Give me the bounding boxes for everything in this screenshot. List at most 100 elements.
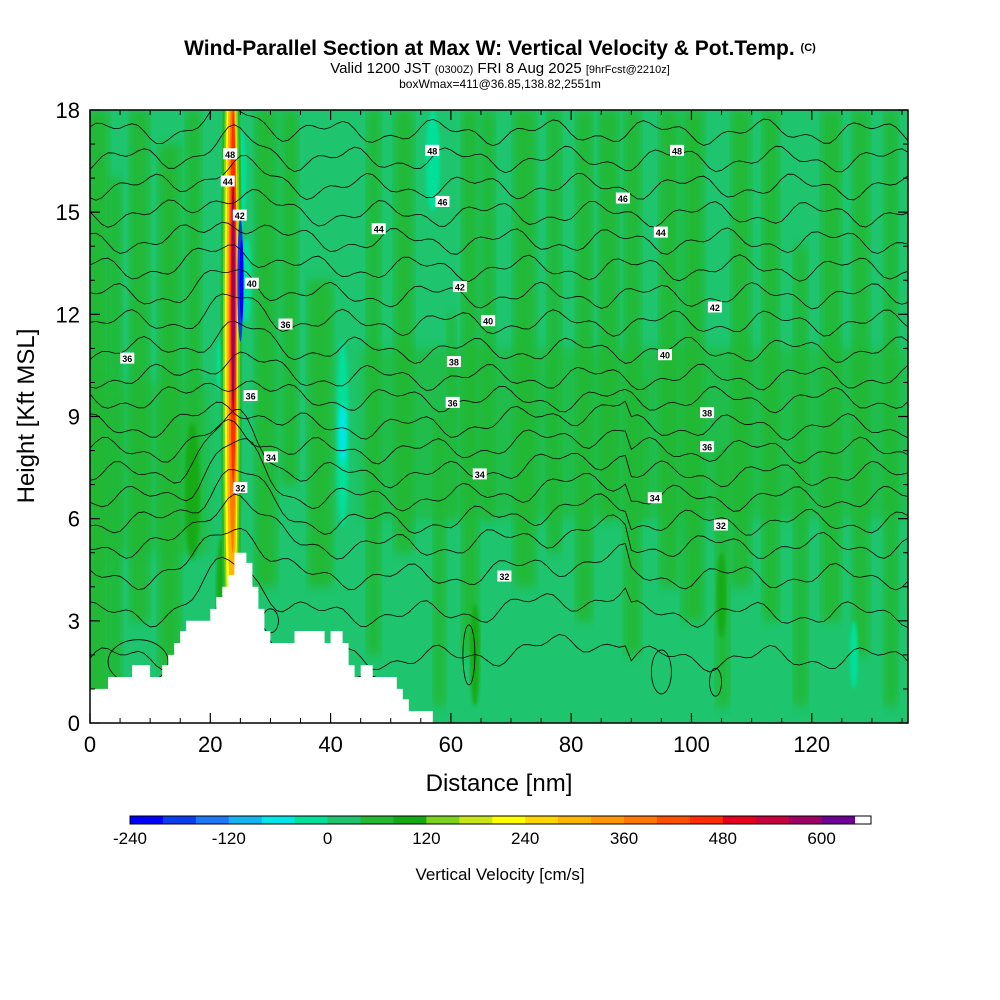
theta-contours (90, 110, 908, 697)
valid-date: FRI 8 Aug 2025 (477, 60, 582, 77)
box-info: boxWmax=411@36.85,138.82,2551m (399, 77, 601, 91)
svg-text:48: 48 (672, 146, 682, 156)
svg-text:34: 34 (475, 470, 485, 480)
colorbar-swatch (788, 816, 823, 824)
colorbar-tick-label: -240 (113, 829, 147, 848)
theta-contour-line (90, 400, 908, 441)
svg-text:36: 36 (246, 392, 256, 402)
y-tick-label: 3 (68, 609, 80, 634)
theta-contour-label: 44 (653, 226, 668, 238)
y-tick-label: 12 (56, 302, 80, 327)
svg-text:32: 32 (716, 521, 726, 531)
theta-contour-line (90, 438, 908, 512)
colorbar-swatch (426, 816, 460, 824)
colorbar-swatch (261, 816, 296, 824)
y-tick-label: 15 (56, 200, 80, 225)
valid-utc: (0300Z) (434, 64, 474, 76)
chart-subtitle: Valid 1200 JST (0300Z) FRI 8 Aug 2025 [9… (0, 61, 1000, 78)
title-block: Wind-Parallel Section at Max W: Vertical… (0, 36, 1000, 91)
y-tick-label: 18 (56, 98, 80, 123)
x-tick-label: 120 (793, 732, 830, 757)
theta-contour-label: 34 (264, 451, 279, 463)
colorbar-swatch (558, 816, 592, 824)
svg-text:40: 40 (660, 351, 670, 361)
colorbar-swatch (459, 816, 493, 824)
theta-contour-line (90, 380, 908, 414)
theta-contour-line (90, 244, 908, 283)
svg-text:34: 34 (266, 453, 276, 463)
colorbar-swatch (162, 816, 197, 824)
colorbar-swatch (195, 816, 230, 824)
svg-text:32: 32 (235, 484, 245, 494)
colorbar-swatch (492, 816, 526, 824)
svg-text:38: 38 (449, 358, 459, 368)
terrain (90, 552, 908, 723)
theta-contour-label: 46 (615, 192, 630, 204)
svg-text:44: 44 (223, 177, 233, 187)
svg-text:48: 48 (225, 150, 235, 160)
theta-contour-label: 40 (658, 349, 673, 361)
theta-contour-line (90, 556, 908, 628)
theta-contour-label: 36 (120, 352, 135, 364)
colorbar-swatch (591, 816, 625, 824)
svg-text:42: 42 (710, 303, 720, 313)
theta-contour-label: 44 (220, 175, 235, 187)
colorbar-swatch (821, 816, 856, 824)
svg-text:38: 38 (702, 409, 712, 419)
theta-contour-label: 42 (707, 301, 722, 313)
theta-contour-label: 32 (233, 482, 248, 494)
theta-contour-labels: 48 44 42 40 36 36 34 32 36 48 46 44 42 40 38 36 34 32 48 46… (120, 144, 728, 582)
forecast-info: [9hrFcst@2210z] (585, 64, 670, 76)
theta-contour-label: 46 (435, 195, 450, 207)
theta-contour-line (90, 110, 908, 147)
theta-contour-line (90, 351, 908, 392)
theta-contour-label: 36 (278, 318, 293, 330)
svg-text:36: 36 (280, 320, 290, 330)
svg-text:44: 44 (656, 228, 666, 238)
theta-contour-label: 48 (223, 148, 238, 160)
colorbar-swatch (130, 816, 164, 824)
plot-area: 48 44 42 40 36 36 34 32 36 48 46 44 42 40 38 36 34 32 48 46… (90, 110, 908, 723)
svg-text:44: 44 (374, 225, 384, 235)
y-tick-label: 6 (68, 507, 80, 532)
svg-text:42: 42 (235, 211, 245, 221)
y-tick-label: 0 (68, 711, 80, 736)
colorbar-title: Vertical Velocity [cm/s] (415, 865, 584, 884)
x-axis-title: Distance [nm] (426, 770, 573, 797)
x-tick-label: 20 (198, 732, 222, 757)
theta-contour-label: 34 (472, 468, 487, 480)
theta-contour-label: 48 (425, 144, 440, 156)
theta-contour-label: 38 (700, 407, 715, 419)
theta-contour-line (90, 268, 908, 310)
theta-contour-line (90, 527, 908, 591)
x-tick-label: 80 (559, 732, 583, 757)
svg-text:36: 36 (448, 398, 458, 408)
colorbar-swatch (525, 816, 559, 824)
theta-contour-label: 44 (371, 223, 386, 235)
theta-contour-line (650, 649, 672, 695)
chart-title: Wind-Parallel Section at Max W: Vertical… (0, 36, 1000, 61)
svg-text:42: 42 (455, 283, 465, 293)
theta-contour-line (90, 188, 908, 228)
theta-contour-line (90, 493, 908, 560)
svg-text:46: 46 (618, 194, 628, 204)
theta-contour-label: 42 (452, 281, 467, 293)
x-tick-label: 60 (439, 732, 463, 757)
colorbar-swatch (360, 816, 394, 824)
colorbar-tick-label: 240 (511, 829, 539, 848)
y-tick-label: 9 (68, 405, 80, 430)
colorbar-swatch (393, 816, 427, 824)
x-tick-label: 40 (318, 732, 342, 757)
colorbar: -240 -120 0 120 240 360 480 600 (113, 815, 872, 848)
x-tick-label: 0 (84, 732, 96, 757)
colorbar-tick-label: 360 (610, 829, 638, 848)
colorbar-tick-label: 0 (323, 829, 332, 848)
theta-contour-line (90, 155, 908, 201)
svg-text:36: 36 (122, 354, 132, 364)
svg-text:32: 32 (499, 572, 509, 582)
theta-contour-line (90, 320, 908, 364)
theta-contour-label: 34 (647, 492, 662, 504)
svg-text:40: 40 (247, 279, 257, 289)
theta-contour-line (90, 221, 908, 255)
